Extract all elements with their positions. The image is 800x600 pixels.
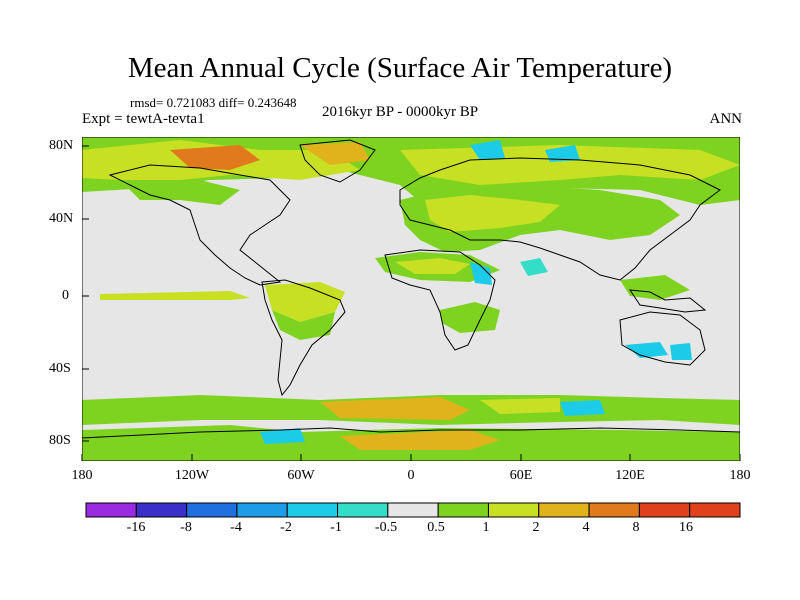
chart-title: Mean Annual Cycle (Surface Air Temperatu… bbox=[127, 52, 673, 84]
colorbar-label: -16 bbox=[126, 520, 146, 535]
colorbar-label: -8 bbox=[180, 520, 192, 535]
colorbar-label: 8 bbox=[632, 520, 640, 535]
colorbar-label: 4 bbox=[582, 520, 590, 535]
arctic-cool-patch-2 bbox=[545, 145, 580, 162]
colorbar-swatch bbox=[186, 502, 238, 518]
lon-label-180w: 180 bbox=[71, 468, 93, 483]
canada-hot-patch bbox=[170, 145, 260, 170]
colorbar-swatch bbox=[236, 502, 288, 518]
colorbar-label: -0.5 bbox=[374, 520, 398, 535]
indian-ocean-cool bbox=[520, 258, 548, 276]
lat-label-80s: 80S bbox=[49, 433, 71, 448]
colorbar-swatch bbox=[387, 502, 439, 518]
colorbar-swatch bbox=[538, 502, 590, 518]
experiment-label: Expt = tewtA-tevta1 bbox=[82, 111, 205, 127]
north-america-warm bbox=[120, 180, 240, 205]
colorbar-swatch bbox=[85, 502, 137, 518]
lat-label-equator: 0 bbox=[62, 288, 69, 303]
north-africa-warm bbox=[395, 258, 470, 274]
anomaly-field bbox=[82, 137, 740, 461]
colorbar-label: 0.5 bbox=[427, 520, 445, 535]
lon-label-120w: 120W bbox=[174, 468, 210, 483]
amazon-warm-region bbox=[265, 282, 345, 322]
colorbar-label: 2 bbox=[532, 520, 540, 535]
lon-label-180e: 180 bbox=[729, 468, 751, 483]
colorbar-swatch bbox=[337, 502, 389, 518]
australia-cool-patch bbox=[625, 342, 668, 358]
colorbar-swatch bbox=[638, 502, 691, 518]
lon-label-120e: 120E bbox=[615, 468, 645, 483]
coast-australia bbox=[619, 311, 706, 366]
lat-label-40s: 40S bbox=[49, 361, 71, 376]
coastlines bbox=[82, 139, 740, 439]
antarctica-warmer-band bbox=[340, 430, 500, 450]
se-asia-warm bbox=[620, 275, 690, 300]
lon-label-0: 0 bbox=[407, 468, 415, 483]
lon-label-60e: 60E bbox=[509, 468, 533, 483]
greenland-warm-patch bbox=[300, 142, 370, 165]
colorbar-label: 1 bbox=[482, 520, 490, 535]
axis-ticks bbox=[81, 145, 741, 461]
period-label: 2016kyr BP - 0000kyr BP bbox=[322, 104, 479, 120]
lat-label-80n: 80N bbox=[49, 138, 74, 153]
southern-ocean-cool-patch bbox=[560, 400, 605, 416]
equatorial-warm-stripe bbox=[100, 291, 250, 300]
arctic-cool-patch-1 bbox=[470, 140, 505, 160]
colorbar-swatch bbox=[286, 502, 339, 518]
coast-antarctica bbox=[82, 427, 740, 439]
colorbar-swatch bbox=[437, 502, 489, 518]
rmsd-diff-stats: rmsd= 0.721083 diff= 0.243648 bbox=[130, 95, 297, 110]
europe-warm-patch bbox=[425, 195, 560, 232]
season-label: ANN bbox=[709, 111, 743, 127]
coast-north-america bbox=[108, 164, 291, 286]
south-america-green bbox=[272, 310, 335, 340]
lon-label-60w: 60W bbox=[287, 468, 315, 483]
colorbar-label: 16 bbox=[679, 520, 693, 535]
lat-label-40n: 40N bbox=[49, 211, 74, 226]
south-atlantic-warm bbox=[480, 398, 560, 414]
southern-ocean-warmer-band bbox=[320, 397, 470, 420]
coast-maritime-continent bbox=[628, 289, 707, 313]
east-africa-cool bbox=[470, 262, 492, 285]
coast-africa bbox=[384, 249, 496, 351]
coast-eurasia bbox=[399, 157, 721, 281]
colorbar-label: -2 bbox=[280, 520, 292, 535]
colorbar-label: -1 bbox=[330, 520, 342, 535]
antarctica-cool-patch bbox=[260, 428, 305, 444]
australia-cool-patch-2 bbox=[670, 343, 692, 360]
colorbar-swatch bbox=[689, 502, 741, 518]
colorbar-swatch bbox=[487, 502, 540, 518]
coast-greenland bbox=[299, 139, 376, 183]
coast-south-america bbox=[261, 279, 346, 397]
colorbar bbox=[85, 502, 741, 518]
colorbar-label: -4 bbox=[230, 520, 242, 535]
colorbar-swatch bbox=[588, 502, 640, 518]
colorbar-swatch bbox=[135, 502, 188, 518]
